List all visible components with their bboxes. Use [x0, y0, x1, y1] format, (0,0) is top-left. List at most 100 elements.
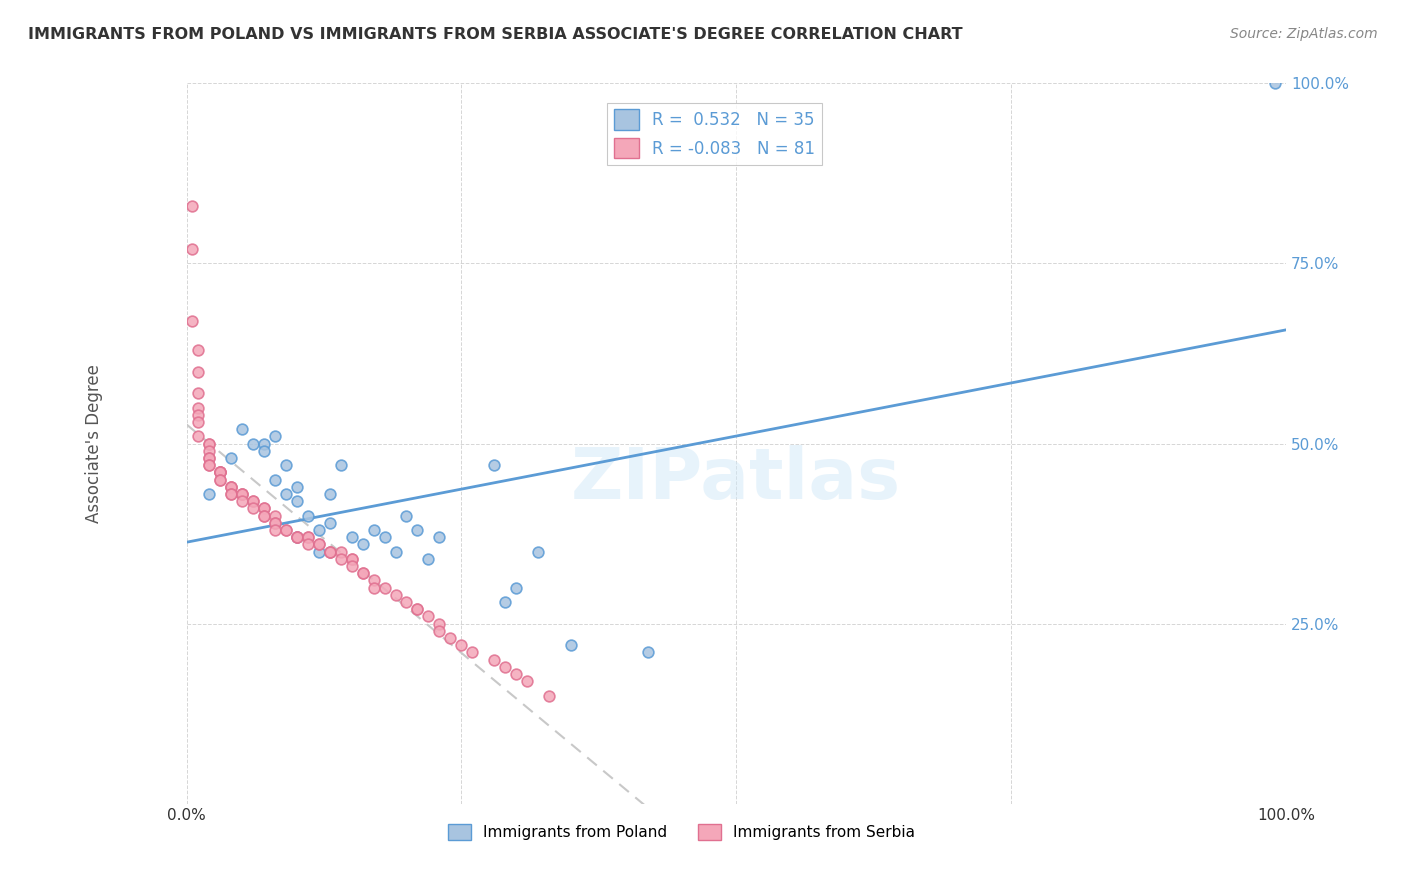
Point — [181, 242, 204, 256]
Point — [318, 516, 340, 530]
Point — [197, 458, 219, 472]
Point — [197, 450, 219, 465]
Point — [208, 466, 231, 480]
Point — [461, 645, 484, 659]
Point — [197, 450, 219, 465]
Point — [384, 588, 406, 602]
Point — [197, 436, 219, 450]
Point — [252, 501, 274, 516]
Point — [429, 624, 451, 638]
Point — [252, 508, 274, 523]
Point — [395, 595, 418, 609]
Point — [340, 558, 363, 573]
Point — [285, 530, 308, 544]
Point — [429, 616, 451, 631]
Point — [187, 364, 209, 378]
Point — [197, 487, 219, 501]
Point — [242, 501, 264, 516]
Point — [181, 314, 204, 328]
Point — [318, 487, 340, 501]
Point — [418, 551, 440, 566]
Point — [450, 638, 472, 652]
Point — [308, 537, 330, 551]
Point — [219, 487, 242, 501]
Point — [274, 523, 297, 537]
Point — [329, 551, 352, 566]
Point — [340, 551, 363, 566]
Point — [219, 480, 242, 494]
Point — [231, 422, 253, 436]
Point — [208, 466, 231, 480]
Point — [297, 530, 319, 544]
Point — [274, 523, 297, 537]
Point — [285, 480, 308, 494]
Point — [285, 494, 308, 508]
Point — [263, 429, 285, 443]
Point — [187, 401, 209, 415]
Point — [252, 501, 274, 516]
Point — [219, 450, 242, 465]
Point — [318, 544, 340, 558]
Point — [197, 436, 219, 450]
Point — [494, 660, 516, 674]
Point — [263, 516, 285, 530]
Point — [384, 544, 406, 558]
Point — [242, 494, 264, 508]
Point — [363, 523, 385, 537]
Point — [494, 595, 516, 609]
Point — [252, 508, 274, 523]
Point — [231, 487, 253, 501]
Point — [263, 473, 285, 487]
Point — [181, 199, 204, 213]
Point — [340, 530, 363, 544]
Point — [352, 566, 374, 581]
Text: IMMIGRANTS FROM POLAND VS IMMIGRANTS FROM SERBIA ASSOCIATE'S DEGREE CORRELATION : IMMIGRANTS FROM POLAND VS IMMIGRANTS FRO… — [28, 27, 963, 42]
Point — [231, 487, 253, 501]
Point — [560, 638, 582, 652]
Text: Source: ZipAtlas.com: Source: ZipAtlas.com — [1230, 27, 1378, 41]
Point — [484, 458, 506, 472]
Point — [318, 544, 340, 558]
Point — [252, 436, 274, 450]
Point — [187, 386, 209, 401]
Point — [406, 523, 429, 537]
Point — [308, 537, 330, 551]
Point — [505, 581, 527, 595]
Point — [231, 487, 253, 501]
Point — [340, 551, 363, 566]
Point — [219, 480, 242, 494]
Point — [263, 516, 285, 530]
Point — [1264, 77, 1286, 91]
Point — [373, 581, 395, 595]
Point — [363, 581, 385, 595]
Point — [263, 508, 285, 523]
Point — [219, 480, 242, 494]
Point — [219, 487, 242, 501]
Point — [352, 537, 374, 551]
Point — [285, 530, 308, 544]
Point — [242, 436, 264, 450]
Point — [505, 667, 527, 681]
Point — [297, 537, 319, 551]
Point — [439, 631, 461, 645]
Point — [373, 530, 395, 544]
Point — [363, 574, 385, 588]
Point — [208, 466, 231, 480]
Point — [274, 487, 297, 501]
Point — [429, 530, 451, 544]
Point — [285, 530, 308, 544]
Y-axis label: Associate's Degree: Associate's Degree — [86, 364, 103, 523]
Point — [297, 508, 319, 523]
Point — [418, 609, 440, 624]
Point — [208, 473, 231, 487]
Point — [308, 523, 330, 537]
Point — [637, 645, 659, 659]
Point — [538, 689, 561, 703]
Point — [208, 473, 231, 487]
Point — [527, 544, 550, 558]
Point — [187, 429, 209, 443]
Point — [231, 494, 253, 508]
Point — [406, 602, 429, 616]
Point — [274, 458, 297, 472]
Point — [252, 443, 274, 458]
